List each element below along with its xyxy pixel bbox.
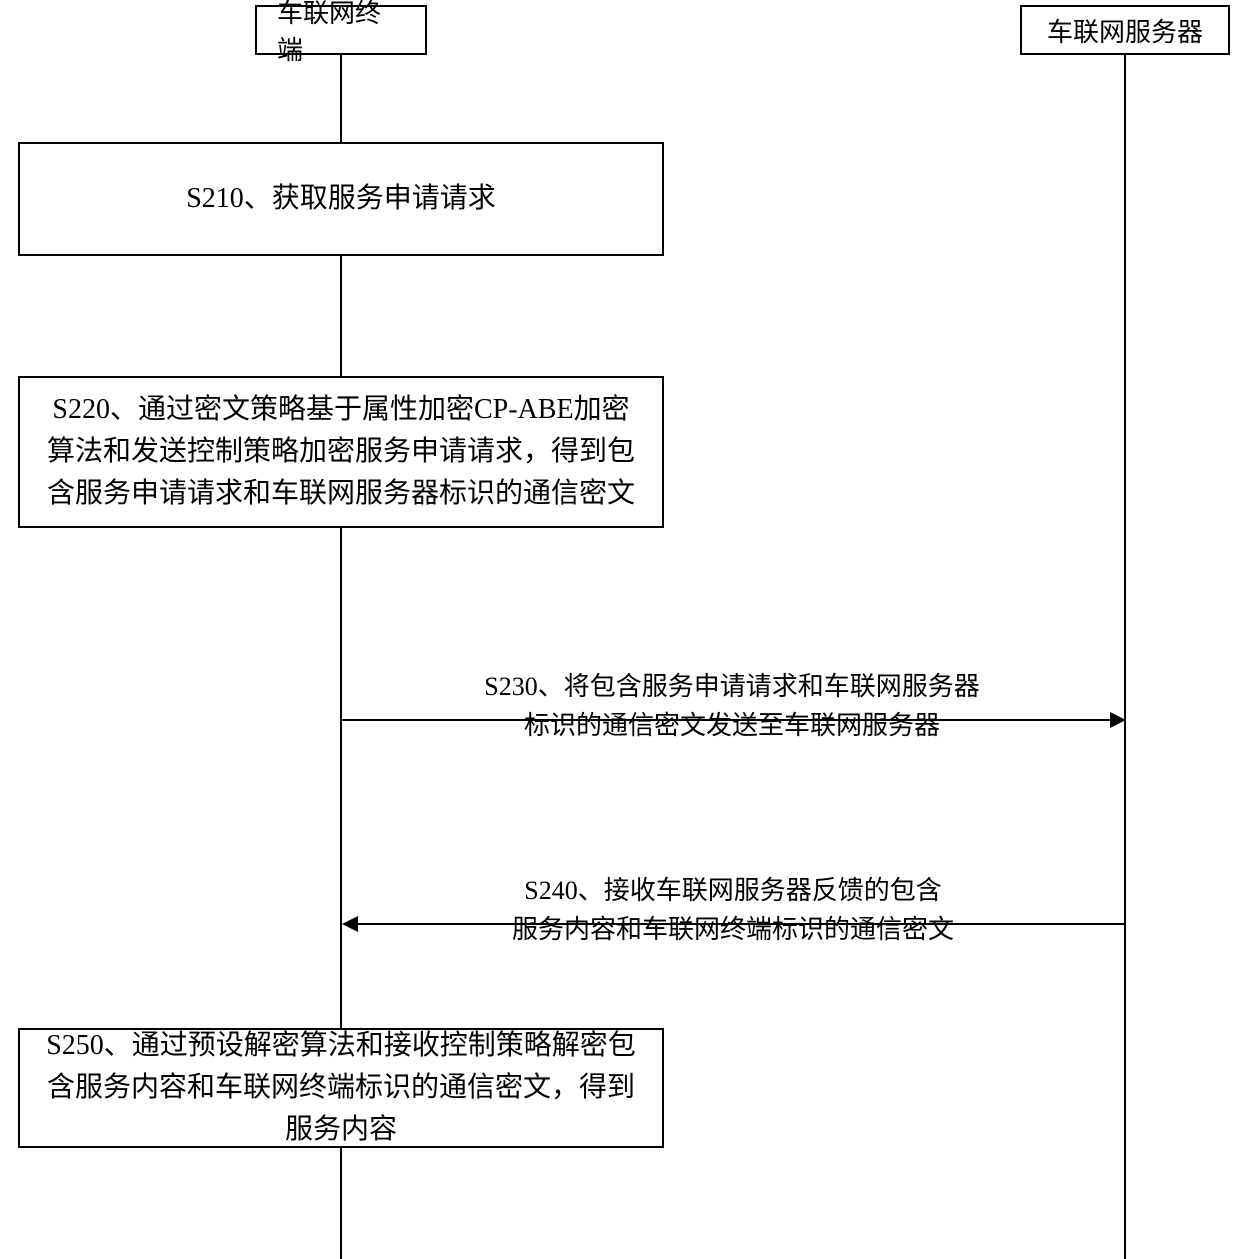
lifeline-header-server: 车联网服务器 xyxy=(1020,5,1230,55)
arrow-line-s230 xyxy=(342,719,1112,721)
process-text: S220、通过密文策略基于属性加密CP-ABE加密算法和发送控制策略加密服务申请… xyxy=(40,389,642,515)
message-label-s230: S230、将包含服务申请请求和车联网服务器 标识的通信密文发送至车联网服务器 xyxy=(432,628,1032,745)
process-s210: S210、获取服务申请请求 xyxy=(18,142,664,256)
lifeline-header-terminal: 车联网终端 xyxy=(255,5,427,55)
lifeline-label: 车联网服务器 xyxy=(1047,12,1203,49)
arrow-line-s240 xyxy=(358,923,1125,925)
process-s220: S220、通过密文策略基于属性加密CP-ABE加密算法和发送控制策略加密服务申请… xyxy=(18,376,664,528)
arrow-head-s230 xyxy=(1110,712,1126,728)
message-label-s240: S240、接收车联网服务器反馈的包含 服务内容和车联网终端标识的通信密文 xyxy=(468,832,998,949)
arrow-head-s240 xyxy=(342,916,358,932)
message-text: S230、将包含服务申请请求和车联网服务器 标识的通信密文发送至车联网服务器 xyxy=(484,672,979,740)
message-text: S240、接收车联网服务器反馈的包含 服务内容和车联网终端标识的通信密文 xyxy=(512,876,954,944)
process-s250: S250、通过预设解密算法和接收控制策略解密包含服务内容和车联网终端标识的通信密… xyxy=(18,1028,664,1148)
process-text: S210、获取服务申请请求 xyxy=(186,178,496,220)
lifeline-line-server xyxy=(1124,55,1126,1259)
process-text: S250、通过预设解密算法和接收控制策略解密包含服务内容和车联网终端标识的通信密… xyxy=(40,1025,642,1151)
sequence-diagram: 车联网终端 车联网服务器 S210、获取服务申请请求 S220、通过密文策略基于… xyxy=(0,0,1240,1259)
